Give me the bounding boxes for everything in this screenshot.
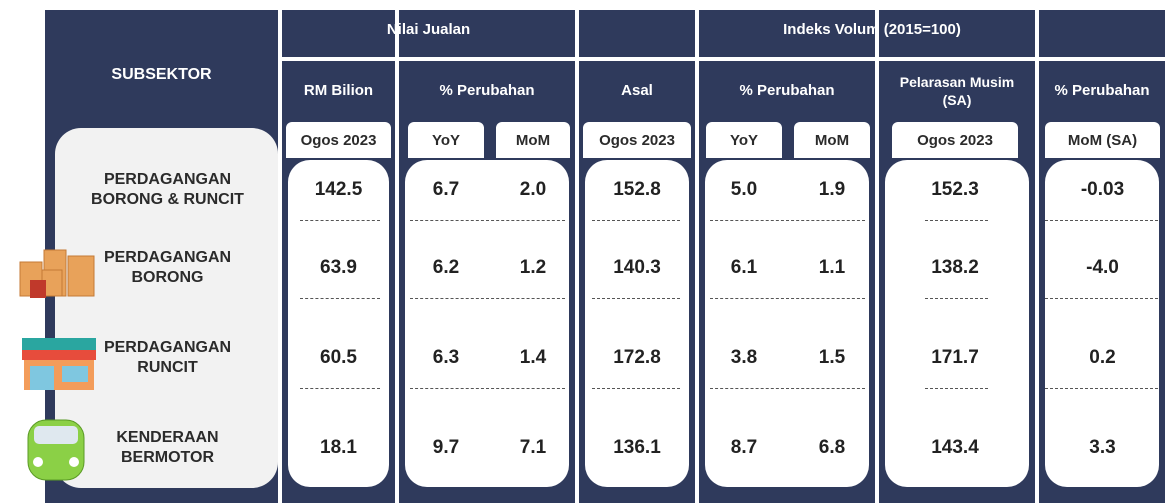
icon-shape bbox=[68, 256, 94, 296]
icon-shape bbox=[30, 366, 54, 390]
icon-shape bbox=[22, 350, 96, 360]
icon-shape bbox=[30, 280, 46, 298]
table-infographic: Nilai JualanIndeks Volum (2015=100)SUBSE… bbox=[0, 0, 1165, 503]
icon-shape bbox=[33, 457, 43, 467]
icon-shape bbox=[22, 338, 96, 350]
icon-shape bbox=[34, 426, 78, 444]
icons bbox=[0, 0, 1165, 503]
icon-shape bbox=[62, 366, 88, 382]
icon-shape bbox=[69, 457, 79, 467]
